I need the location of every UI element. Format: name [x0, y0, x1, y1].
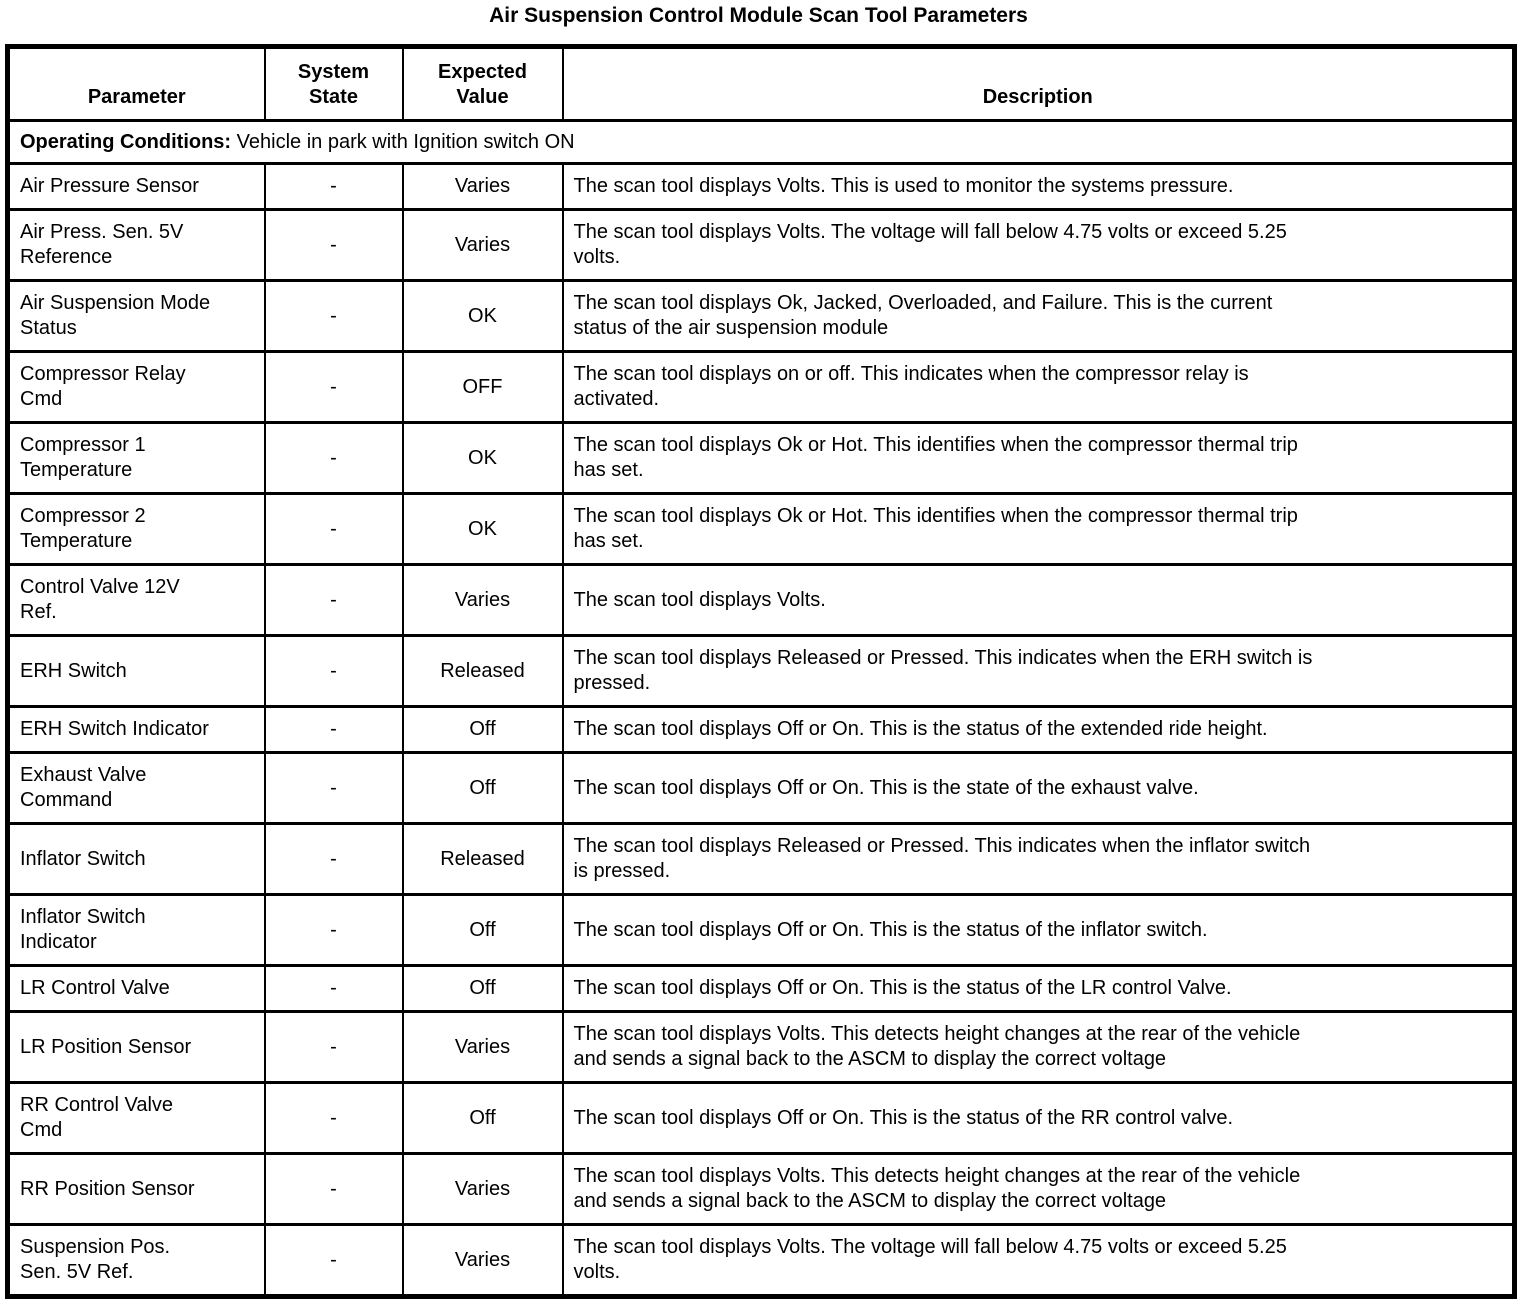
system-state-cell: - [263, 705, 404, 754]
system-state-cell: - [263, 563, 404, 637]
table-row: LR Position Sensor - Varies The scan too… [6, 1010, 1516, 1084]
parameter-cell: Control Valve 12V Ref. [6, 563, 266, 637]
operating-conditions-cell: Operating Conditions: Vehicle in park wi… [6, 119, 1516, 165]
expected-value-cell: Off [401, 964, 564, 1013]
description-cell: The scan tool displays Volts. This is us… [561, 162, 1516, 211]
system-state-cell: - [263, 822, 404, 896]
description-cell: The scan tool displays Volts. The voltag… [561, 208, 1516, 282]
description-cell: The scan tool displays Ok or Hot. This i… [561, 492, 1516, 566]
description-cell: The scan tool displays Released or Press… [561, 822, 1516, 896]
column-header-description: Description [561, 45, 1516, 122]
expected-value-cell: Varies [401, 208, 564, 282]
system-state-cell: - [263, 208, 404, 282]
expected-value-cell: Off [401, 751, 564, 825]
parameter-cell: LR Position Sensor [6, 1010, 266, 1084]
expected-value-cell: Off [401, 705, 564, 754]
expected-value-cell: Varies [401, 1152, 564, 1226]
parameter-cell: Exhaust Valve Command [6, 751, 266, 825]
table-row: ERH Switch Indicator - Off The scan tool… [6, 705, 1516, 754]
system-state-cell: - [263, 751, 404, 825]
description-cell: The scan tool displays Volts. This detec… [561, 1152, 1516, 1226]
table-row: Air Press. Sen. 5V Reference - Varies Th… [6, 208, 1516, 282]
table-row: Compressor 1 Temperature - OK The scan t… [6, 421, 1516, 495]
parameter-cell: Air Suspension Mode Status [6, 279, 266, 353]
table-row: Compressor 2 Temperature - OK The scan t… [6, 492, 1516, 566]
expected-value-cell: OFF [401, 350, 564, 424]
parameter-cell: Compressor 1 Temperature [6, 421, 266, 495]
expected-value-cell: OK [401, 279, 564, 353]
table-row: Air Pressure Sensor - Varies The scan to… [6, 162, 1516, 211]
description-cell: The scan tool displays Off or On. This i… [561, 1081, 1516, 1155]
expected-value-cell: Released [401, 634, 564, 708]
table-row: LR Control Valve - Off The scan tool dis… [6, 964, 1516, 1013]
system-state-cell: - [263, 893, 404, 967]
system-state-cell: - [263, 162, 404, 211]
header-row: Parameter System State Expected Value De… [6, 45, 1516, 122]
description-cell: The scan tool displays Ok, Jacked, Overl… [561, 279, 1516, 353]
description-cell: The scan tool displays Off or On. This i… [561, 705, 1516, 754]
column-header-system-state: System State [263, 45, 404, 122]
system-state-cell: - [263, 279, 404, 353]
parameter-cell: LR Control Valve [6, 964, 266, 1013]
parameter-cell: Air Press. Sen. 5V Reference [6, 208, 266, 282]
page-title: Air Suspension Control Module Scan Tool … [489, 4, 1028, 27]
system-state-cell: - [263, 1081, 404, 1155]
description-cell: The scan tool displays Released or Press… [561, 634, 1516, 708]
parameter-cell: Compressor Relay Cmd [6, 350, 266, 424]
table-row: Exhaust Valve Command - Off The scan too… [6, 751, 1516, 825]
table-row: Inflator Switch Indicator - Off The scan… [6, 893, 1516, 967]
table-row: RR Control Valve Cmd - Off The scan tool… [6, 1081, 1516, 1155]
expected-value-cell: Varies [401, 563, 564, 637]
table-row: Air Suspension Mode Status - OK The scan… [6, 279, 1516, 353]
system-state-cell: - [263, 492, 404, 566]
parameter-cell: ERH Switch [6, 634, 266, 708]
system-state-cell: - [263, 964, 404, 1013]
column-header-expected-value: Expected Value [401, 45, 564, 122]
expected-value-cell: OK [401, 492, 564, 566]
column-header-parameter: Parameter [6, 45, 266, 122]
operating-conditions-text: Vehicle in park with Ignition switch ON [236, 130, 575, 153]
description-cell: The scan tool displays Off or On. This i… [561, 751, 1516, 825]
system-state-cell: - [263, 421, 404, 495]
expected-value-cell: Varies [401, 1223, 564, 1298]
parameter-cell: Air Pressure Sensor [6, 162, 266, 211]
description-cell: The scan tool displays Volts. The voltag… [561, 1223, 1516, 1298]
parameter-cell: ERH Switch Indicator [6, 705, 266, 754]
system-state-cell: - [263, 634, 404, 708]
system-state-cell: - [263, 1010, 404, 1084]
operating-conditions-row: Operating Conditions: Vehicle in park wi… [6, 119, 1516, 165]
table-row: ERH Switch - Released The scan tool disp… [6, 634, 1516, 708]
scan-tool-parameters-table: Parameter System State Expected Value De… [5, 44, 1517, 1299]
table-row: Control Valve 12V Ref. - Varies The scan… [6, 563, 1516, 637]
description-cell: The scan tool displays Off or On. This i… [561, 893, 1516, 967]
table-row: Suspension Pos. Sen. 5V Ref. - Varies Th… [6, 1223, 1516, 1298]
parameter-cell: Suspension Pos. Sen. 5V Ref. [6, 1223, 266, 1298]
parameter-cell: Inflator Switch Indicator [6, 893, 266, 967]
description-cell: The scan tool displays Ok or Hot. This i… [561, 421, 1516, 495]
table-row: RR Position Sensor - Varies The scan too… [6, 1152, 1516, 1226]
expected-value-cell: Off [401, 893, 564, 967]
description-cell: The scan tool displays Volts. This detec… [561, 1010, 1516, 1084]
parameter-cell: RR Control Valve Cmd [6, 1081, 266, 1155]
table-row: Compressor Relay Cmd - OFF The scan tool… [6, 350, 1516, 424]
parameter-cell: Compressor 2 Temperature [6, 492, 266, 566]
expected-value-cell: OK [401, 421, 564, 495]
expected-value-cell: Released [401, 822, 564, 896]
parameter-cell: RR Position Sensor [6, 1152, 266, 1226]
operating-conditions-label: Operating Conditions: [20, 130, 232, 153]
table-body: Operating Conditions: Vehicle in park wi… [6, 119, 1516, 1298]
expected-value-cell: Off [401, 1081, 564, 1155]
parameter-cell: Inflator Switch [6, 822, 266, 896]
expected-value-cell: Varies [401, 162, 564, 211]
system-state-cell: - [263, 350, 404, 424]
description-cell: The scan tool displays Off or On. This i… [561, 964, 1516, 1013]
description-cell: The scan tool displays on or off. This i… [561, 350, 1516, 424]
table-row: Inflator Switch - Released The scan tool… [6, 822, 1516, 896]
expected-value-cell: Varies [401, 1010, 564, 1084]
system-state-cell: - [263, 1152, 404, 1226]
system-state-cell: - [263, 1223, 404, 1298]
description-cell: The scan tool displays Volts. [561, 563, 1516, 637]
